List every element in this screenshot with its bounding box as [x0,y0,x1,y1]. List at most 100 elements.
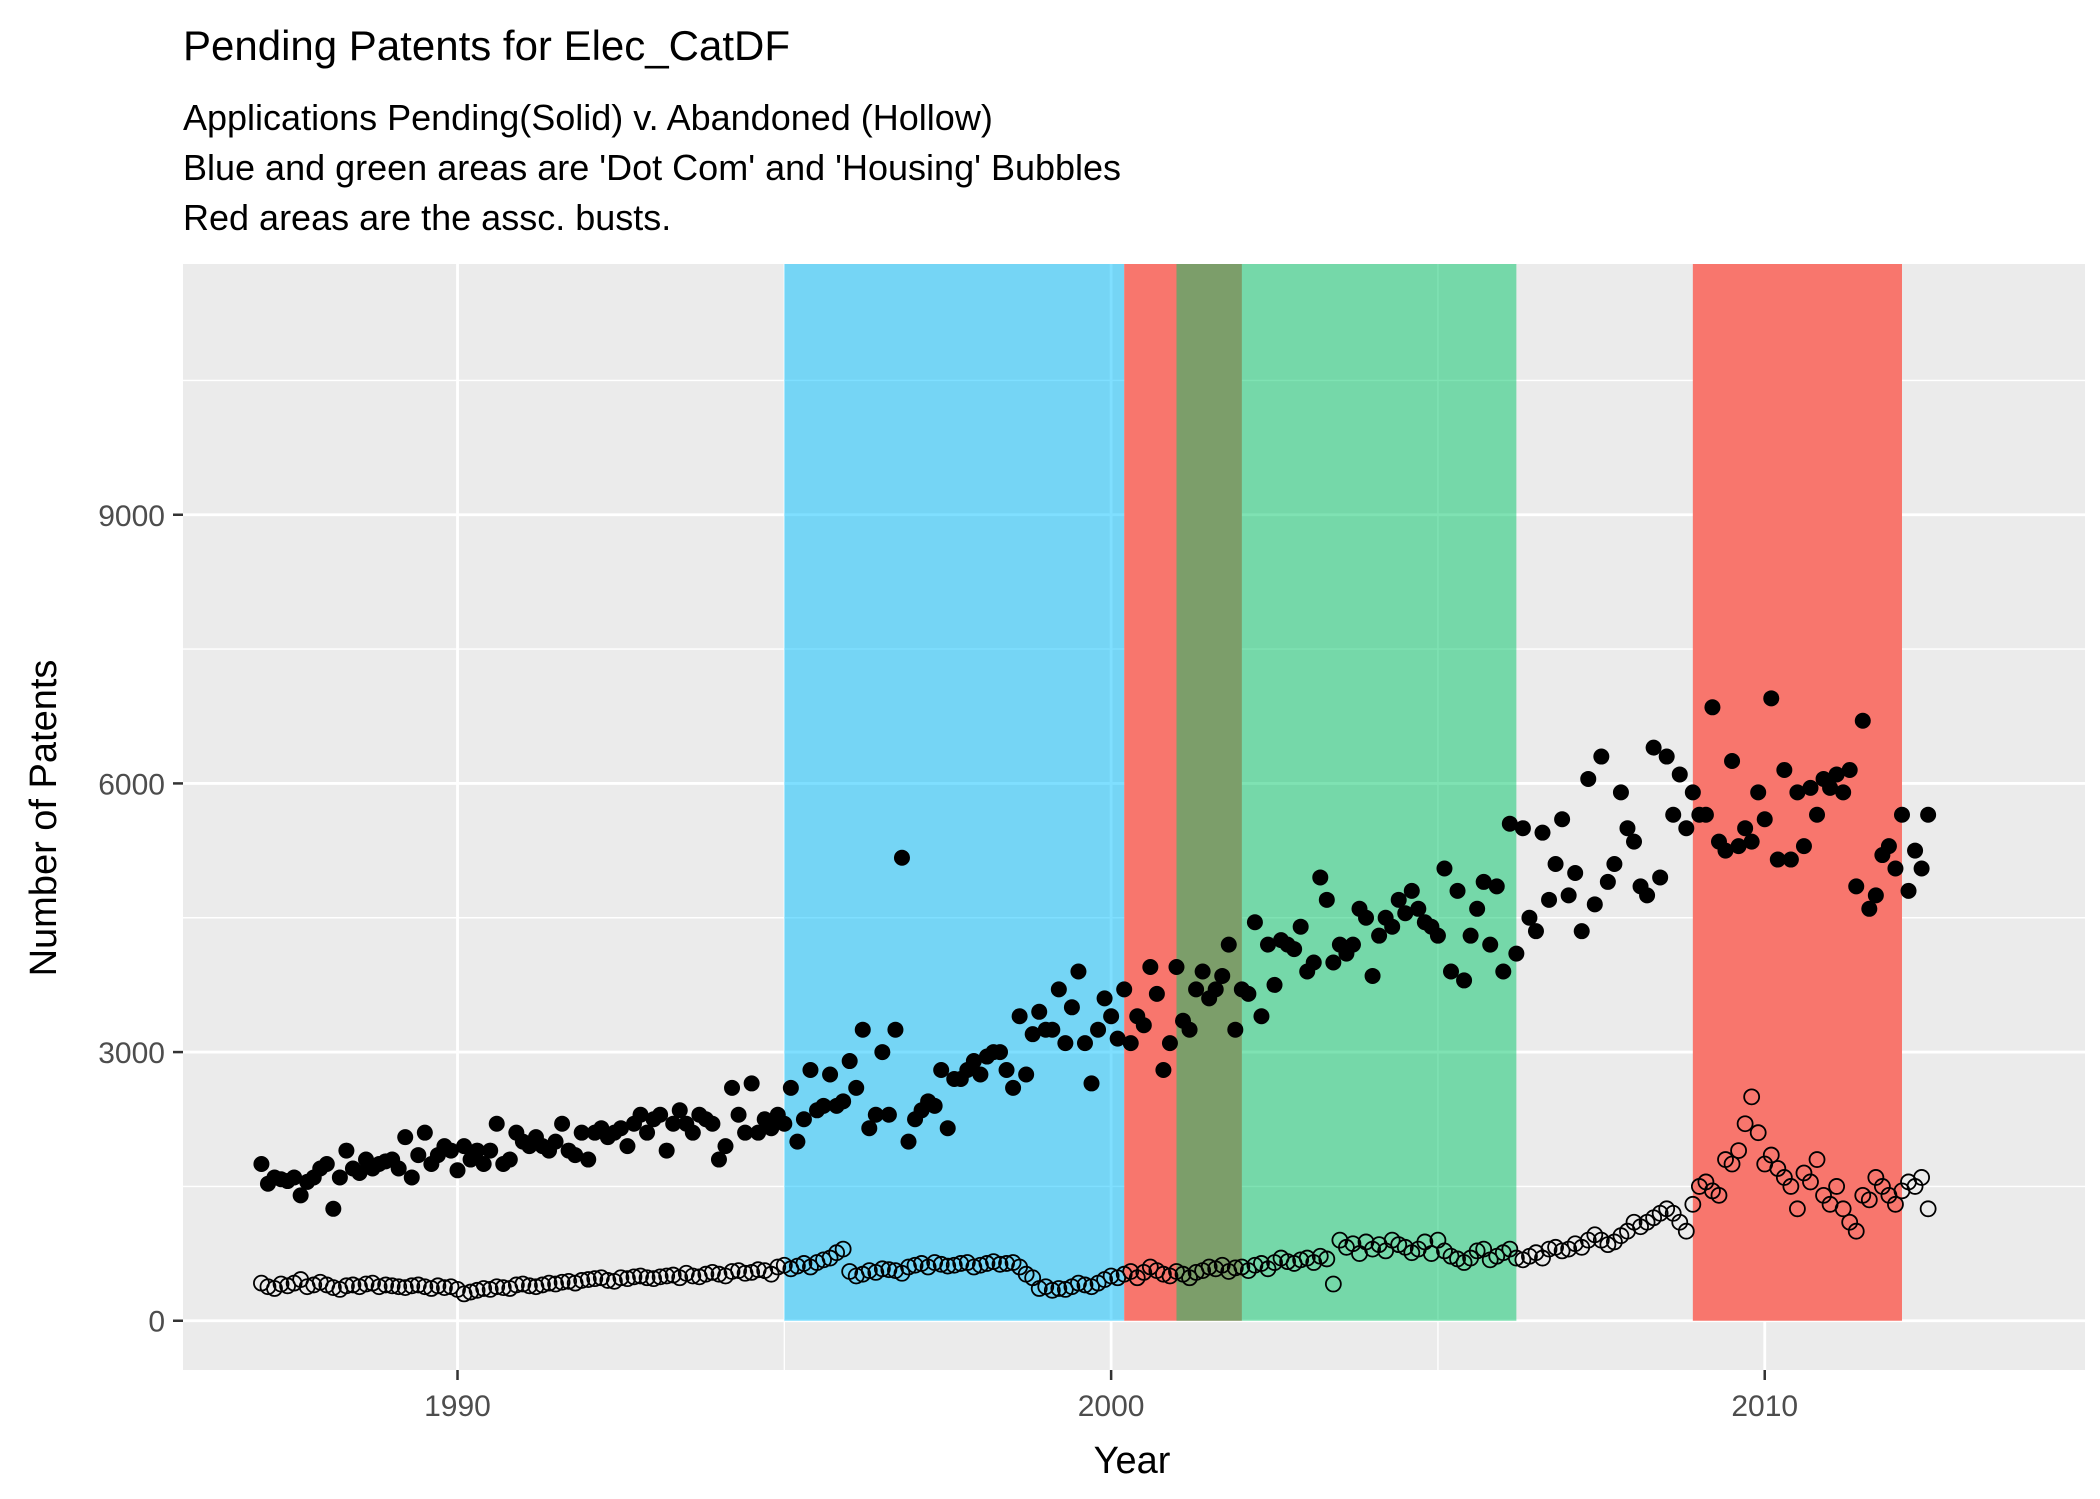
pending-point [881,1107,897,1123]
pending-point [1750,784,1766,800]
shaded-regions [784,264,1902,1321]
pending-point [1097,990,1113,1006]
pending-point [1907,843,1923,859]
pending-point [1809,807,1825,823]
pending-point [933,1062,949,1078]
pending-point [887,1022,903,1038]
x-tick-label: 2000 [1078,1390,1145,1423]
pending-point [1005,1080,1021,1096]
pending-point [1783,852,1799,868]
pending-point [1227,1022,1243,1038]
pending-point [1384,919,1400,935]
chart-title: Pending Patents for Elec_CatDF [183,22,790,69]
pending-point [1776,762,1792,778]
pending-point [338,1143,354,1159]
pending-point [1450,883,1466,899]
pending-point [1064,999,1080,1015]
pending-point [1018,1066,1034,1082]
pending-point [1436,860,1452,876]
pending-point [1665,807,1681,823]
pending-point [1031,1004,1047,1020]
y-tick-label: 3000 [98,1037,165,1070]
y-tick-label: 6000 [98,768,165,801]
pending-point [548,1134,564,1150]
pending-point [1561,887,1577,903]
pending-point [554,1116,570,1132]
pending-point [1214,968,1230,984]
pending-point [1221,937,1237,953]
pending-point [1593,749,1609,765]
pending-point [619,1138,635,1154]
pending-point [1548,856,1564,872]
pending-point [1495,963,1511,979]
pending-point [580,1152,596,1168]
shaded-region-1 [784,264,1124,1321]
pending-point [1587,896,1603,912]
pending-point [1012,1008,1028,1024]
pending-point [992,1044,1008,1060]
pending-point [1920,807,1936,823]
pending-point [1606,856,1622,872]
pending-point [1149,986,1165,1002]
pending-point [1044,1022,1060,1038]
chart-subtitle-line-3: Red areas are the assc. busts. [183,197,671,238]
pending-point [1267,977,1283,993]
pending-point [1685,784,1701,800]
pending-point [1567,865,1583,881]
shaded-region-3 [1176,264,1516,1321]
pending-point [1698,807,1714,823]
pending-point [482,1143,498,1159]
y-axis-title: Number of Patents [23,660,65,977]
pending-point [1678,820,1694,836]
pending-point [1123,1035,1139,1051]
pending-point [1489,878,1505,894]
pending-point [319,1156,335,1172]
pending-point [1744,834,1760,850]
pending-point [1580,771,1596,787]
pending-point [776,1116,792,1132]
pending-point [744,1075,760,1091]
pending-point [1142,959,1158,975]
pending-point [802,1062,818,1078]
pending-point [1325,955,1341,971]
pending-point [332,1169,348,1185]
pending-point [1404,883,1420,899]
pending-point [789,1134,805,1150]
pending-point [1901,883,1917,899]
pending-point [489,1116,505,1132]
pending-point [1835,784,1851,800]
pending-point [1469,901,1485,917]
pending-point [1528,923,1544,939]
y-tick-label: 0 [148,1306,165,1339]
plot-panel [183,264,2085,1370]
pending-point [874,1044,890,1060]
pending-point [1763,690,1779,706]
pending-point [1515,820,1531,836]
x-tick-label: 2010 [1731,1390,1798,1423]
pending-point [1842,762,1858,778]
pending-point [1868,887,1884,903]
pending-point [1554,811,1570,827]
pending-point [1887,860,1903,876]
pending-point [1659,749,1675,765]
pending-point [1463,928,1479,944]
pending-point [901,1134,917,1150]
pending-point [1247,914,1263,930]
pending-point [1626,834,1642,850]
pending-point [1070,963,1086,979]
pending-point [1162,1035,1178,1051]
y-tick-label: 9000 [98,500,165,533]
pending-point [1508,946,1524,962]
pending-point [1757,811,1773,827]
pending-point [1365,968,1381,984]
pending-point [1136,1017,1152,1033]
pending-point [1286,941,1302,957]
pending-point [848,1080,864,1096]
pending-point [1430,928,1446,944]
pending-point [1724,753,1740,769]
pending-point [1535,825,1551,841]
pending-point [1914,860,1930,876]
pending-point [1090,1022,1106,1038]
pending-point [1293,919,1309,935]
pending-point [940,1120,956,1136]
